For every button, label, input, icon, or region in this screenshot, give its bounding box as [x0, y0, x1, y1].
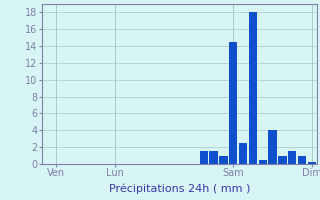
Bar [278, 156, 287, 164]
Bar [259, 160, 267, 164]
Bar [200, 151, 208, 164]
Bar [268, 130, 277, 164]
Bar [229, 42, 237, 164]
Bar [209, 151, 218, 164]
Bar [288, 151, 296, 164]
Bar [219, 156, 228, 164]
Bar [308, 162, 316, 164]
X-axis label: Précipitations 24h ( mm ): Précipitations 24h ( mm ) [108, 184, 250, 194]
Bar [298, 156, 306, 164]
Bar [239, 143, 247, 164]
Bar [249, 12, 257, 164]
